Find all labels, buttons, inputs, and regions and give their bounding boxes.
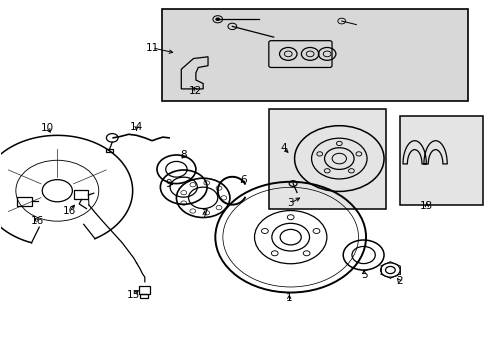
Text: 15: 15 [127,290,140,300]
Bar [399,116,482,205]
Text: 14: 14 [130,122,143,132]
Text: 5: 5 [360,270,366,280]
Text: 16: 16 [31,216,44,226]
Bar [268,109,385,208]
Circle shape [215,18,220,21]
Text: 8: 8 [180,150,186,160]
Text: 4: 4 [280,143,286,153]
Bar [162,9,467,102]
Text: 7: 7 [201,209,207,219]
Text: 6: 6 [240,175,246,185]
Text: 10: 10 [41,123,54,133]
Text: 2: 2 [395,276,402,286]
Text: 16: 16 [62,206,76,216]
Text: 13: 13 [419,201,432,211]
Text: 9: 9 [165,179,172,189]
Text: 1: 1 [285,293,292,303]
Text: 12: 12 [189,86,202,96]
Text: 3: 3 [287,198,293,208]
Text: 11: 11 [145,43,159,53]
